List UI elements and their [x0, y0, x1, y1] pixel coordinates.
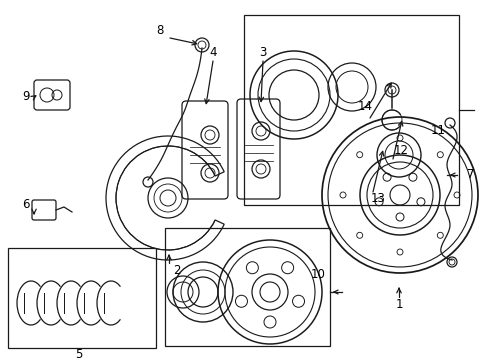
Text: 13: 13 — [370, 192, 385, 204]
Bar — [164, 228, 329, 346]
Text: 7: 7 — [467, 168, 474, 181]
Text: 14: 14 — [357, 99, 372, 112]
Text: 10: 10 — [310, 269, 325, 282]
Text: 11: 11 — [429, 123, 445, 136]
Text: 5: 5 — [75, 348, 82, 360]
Text: 1: 1 — [394, 298, 402, 311]
Bar — [8, 248, 156, 348]
Text: 4: 4 — [209, 46, 216, 59]
Wedge shape — [106, 136, 224, 260]
Text: 9: 9 — [22, 90, 30, 104]
Text: 3: 3 — [259, 46, 266, 59]
Text: 6: 6 — [22, 198, 30, 211]
Text: 2: 2 — [173, 265, 181, 278]
Text: 12: 12 — [393, 144, 407, 158]
Bar — [244, 15, 458, 205]
Text: 8: 8 — [156, 23, 163, 36]
